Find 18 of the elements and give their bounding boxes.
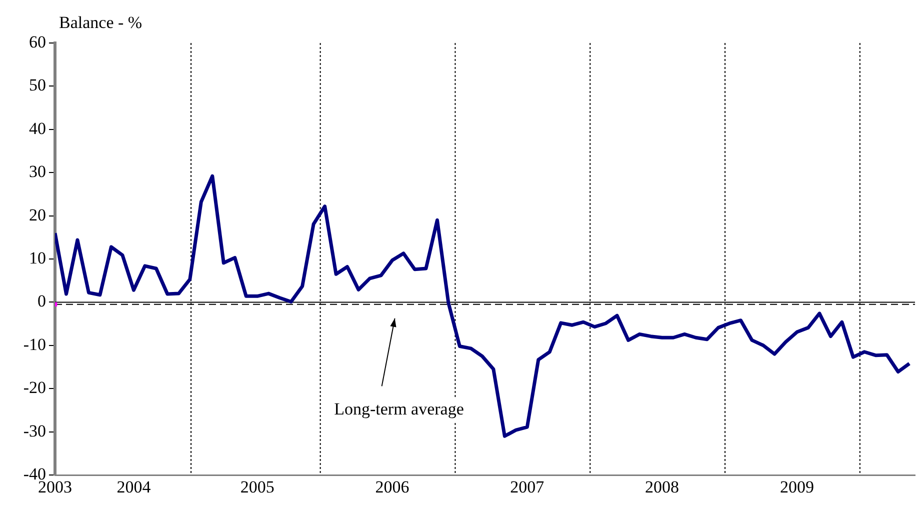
y-tick-label: -20 <box>23 378 46 398</box>
y-tick-label: 40 <box>29 118 46 138</box>
x-tick-label: 2005 <box>240 478 274 497</box>
x-tick-label: 2004 <box>116 478 152 497</box>
annotation: Long-term average <box>334 400 464 419</box>
y-tick-label: 0 <box>38 292 46 311</box>
y-tick-label: 10 <box>29 248 46 268</box>
x-tick-label: 2006 <box>375 478 410 497</box>
y-tick-label: 50 <box>29 76 46 95</box>
y-tick-label: -30 <box>23 421 46 440</box>
y-tick-label: -10 <box>23 334 46 354</box>
x-tick-label: 2009 <box>780 478 814 497</box>
x-tick-label: 2007 <box>510 478 545 497</box>
x-tick-label: 2008 <box>645 478 680 497</box>
y-tick-label: 30 <box>29 162 46 182</box>
y-tick-label: 60 <box>29 32 46 52</box>
y-axis-title: Balance - % <box>59 13 142 32</box>
y-tick-label: 20 <box>29 205 46 224</box>
